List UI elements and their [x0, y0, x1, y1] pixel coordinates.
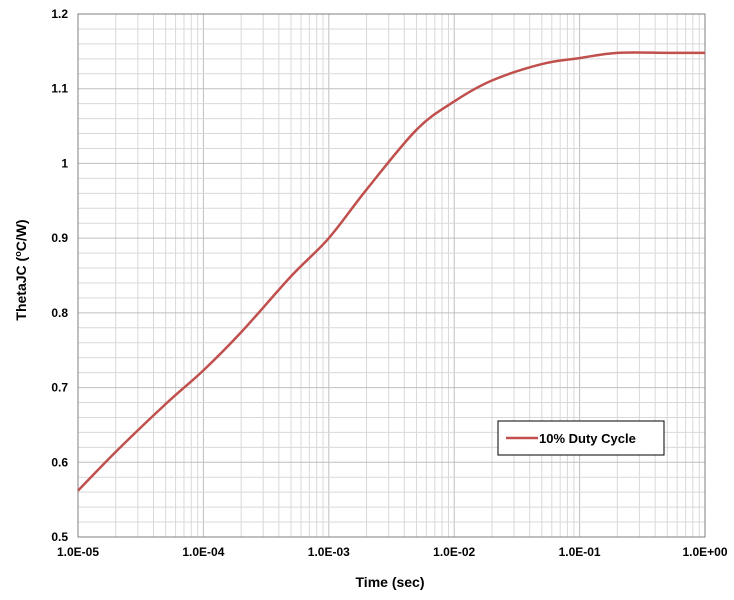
- y-tick-label: 1.2: [51, 7, 68, 21]
- y-tick-label: 1: [61, 156, 68, 170]
- y-tick-labels: 0.5 0.6 0.7 0.8 0.9 1 1.1 1.2: [51, 7, 68, 544]
- series-line-10pct-duty-cycle: [77, 51, 705, 492]
- legend-label: 10% Duty Cycle: [539, 431, 636, 446]
- y-tick-label: 0.6: [51, 455, 68, 469]
- plot-area-frame: [77, 13, 706, 538]
- x-tick-label: 1.0E-02: [433, 545, 475, 559]
- y-tick-label: 1.1: [51, 82, 68, 96]
- y-axis-title: ThetaJC (oC/W): [13, 219, 29, 320]
- x-tick-label: 1.0E-01: [559, 545, 601, 559]
- x-tick-label: 1.0E-03: [308, 545, 350, 559]
- legend: 10% Duty Cycle: [497, 420, 665, 456]
- x-tick-label: 1.0E-04: [182, 545, 224, 559]
- y-tick-label: 0.7: [51, 381, 68, 395]
- x-axis-title: Time (sec): [356, 574, 425, 590]
- y-tick-label: 0.8: [51, 306, 68, 320]
- x-tick-label: 1.0E-05: [57, 545, 99, 559]
- y-tick-label: 0.9: [51, 231, 68, 245]
- grid: [77, 13, 706, 538]
- x-tick-label: 1.0E+00: [682, 545, 727, 559]
- x-tick-labels: 1.0E-05 1.0E-04 1.0E-03 1.0E-02 1.0E-01 1.0E+…: [57, 545, 728, 559]
- y-tick-label: 0.5: [51, 530, 68, 544]
